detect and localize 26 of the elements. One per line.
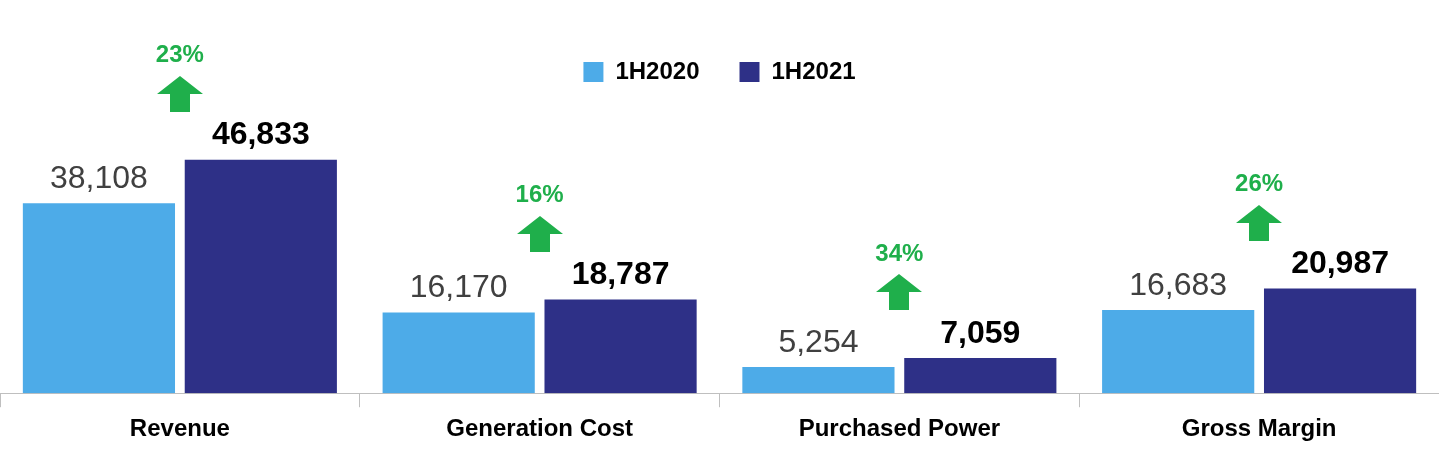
bar bbox=[382, 312, 535, 394]
x-tick-label: Gross Margin bbox=[1181, 414, 1337, 442]
legend-label: 1H2020 bbox=[615, 56, 700, 84]
data-label: 20,987 bbox=[1291, 244, 1390, 281]
x-tick-label: Revenue bbox=[129, 414, 230, 442]
data-label: 5,254 bbox=[778, 322, 859, 359]
data-label: 38,108 bbox=[49, 159, 148, 195]
annotation: 34% bbox=[875, 238, 924, 266]
text: 23% bbox=[155, 40, 204, 68]
bar bbox=[1263, 288, 1417, 394]
bar bbox=[184, 159, 337, 394]
data-label: 46,833 bbox=[211, 115, 310, 152]
data-label: 18,787 bbox=[571, 255, 670, 292]
bar bbox=[544, 299, 697, 394]
annotation: 26% bbox=[1235, 169, 1284, 197]
bar bbox=[904, 358, 1057, 394]
x-tick-label: Purchased Power bbox=[798, 414, 1001, 442]
data-label: 16,170 bbox=[409, 268, 508, 305]
bar bbox=[22, 203, 176, 394]
data-label: 16,683 bbox=[1129, 265, 1228, 302]
x-tick-label: Generation Cost bbox=[446, 414, 633, 442]
bar bbox=[1102, 310, 1255, 394]
legend-label: 1H2021 bbox=[771, 56, 856, 84]
annotation: 16% bbox=[515, 180, 564, 208]
data-label: 7,059 bbox=[940, 313, 1021, 350]
bar bbox=[742, 367, 895, 394]
